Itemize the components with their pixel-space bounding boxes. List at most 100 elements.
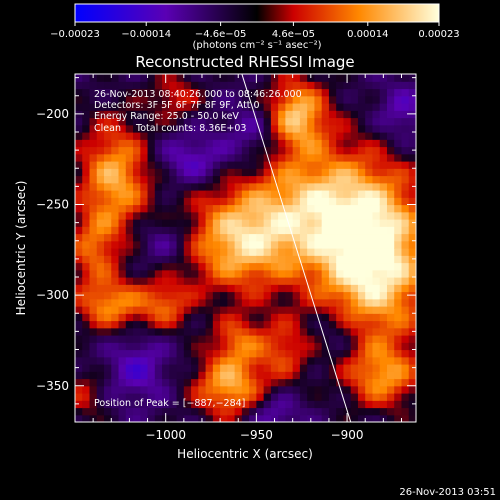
heatmap-cell	[285, 117, 294, 126]
heatmap-cell	[205, 117, 214, 126]
heatmap-cell	[234, 269, 243, 278]
heatmap-cell	[394, 356, 403, 365]
heatmap-cell	[220, 306, 228, 314]
heatmap-cell	[401, 233, 410, 242]
heatmap-cell	[169, 88, 178, 97]
heatmap-cell	[350, 313, 359, 322]
heatmap-cell	[89, 103, 98, 111]
heatmap-cell	[249, 219, 257, 227]
heatmap-cell	[104, 378, 112, 387]
heatmap-cell	[285, 393, 294, 401]
x-tick-label: −1000	[145, 428, 186, 442]
heatmap-cell	[314, 168, 323, 177]
heatmap-cell	[183, 168, 192, 177]
heatmap-cell	[162, 226, 170, 235]
heatmap-cell	[292, 197, 301, 206]
heatmap-cell	[336, 168, 345, 177]
heatmap-cell	[256, 327, 265, 336]
heatmap-cell	[140, 110, 149, 119]
heatmap-cell	[140, 306, 149, 314]
heatmap-cell	[205, 393, 214, 401]
heatmap-cell	[212, 139, 221, 148]
heatmap-cell	[401, 153, 410, 162]
heatmap-cell	[183, 349, 192, 358]
heatmap-cell	[111, 211, 120, 220]
heatmap-cell	[183, 182, 192, 191]
heatmap-cell	[89, 269, 98, 278]
heatmap-cell	[285, 95, 294, 104]
heatmap-cell	[256, 277, 265, 285]
heatmap-cell	[343, 146, 352, 155]
heatmap-cell	[249, 197, 257, 206]
heatmap-cell	[379, 284, 388, 293]
heatmap-cell	[321, 407, 330, 416]
heatmap-cell	[386, 81, 395, 90]
heatmap-cell	[191, 139, 199, 148]
heatmap-cell	[292, 327, 301, 336]
heatmap-cell	[263, 110, 272, 119]
heatmap-cell	[270, 117, 279, 126]
heatmap-cell	[365, 240, 374, 249]
heatmap-cell	[314, 371, 323, 380]
heatmap-cell	[227, 306, 236, 314]
heatmap-cell	[270, 248, 279, 256]
heatmap-cell	[278, 226, 287, 235]
heatmap-cell	[104, 153, 112, 162]
heatmap-cell	[314, 327, 323, 336]
heatmap-cell	[350, 335, 359, 343]
heatmap-cell	[191, 161, 199, 169]
heatmap-cell	[212, 335, 221, 343]
heatmap-cell	[147, 313, 156, 322]
heatmap-cell	[379, 393, 388, 401]
heatmap-cell	[321, 349, 330, 358]
heatmap-cell	[285, 407, 294, 416]
heatmap-cell	[336, 342, 345, 351]
heatmap-cell	[336, 211, 345, 220]
heatmap-cell	[343, 335, 352, 343]
heatmap-cell	[401, 356, 410, 365]
heatmap-cell	[278, 168, 287, 177]
heatmap-cell	[394, 393, 403, 401]
heatmap-cell	[89, 175, 98, 184]
heatmap-cell	[408, 298, 416, 307]
heatmap-cell	[111, 393, 120, 401]
heatmap-cell	[220, 175, 228, 184]
heatmap-cell	[89, 139, 98, 148]
heatmap-cell	[350, 117, 359, 126]
heatmap-cell	[292, 291, 301, 300]
heatmap-cell	[292, 139, 301, 148]
heatmap-cell	[263, 146, 272, 155]
heatmap-cell	[111, 371, 120, 380]
heatmap-cell	[154, 248, 163, 256]
heatmap-cell	[299, 291, 308, 300]
heatmap-cell	[379, 175, 388, 184]
heatmap-cell	[343, 182, 352, 191]
heatmap-cell	[147, 161, 156, 169]
heatmap-cell	[198, 298, 207, 307]
heatmap-cell	[292, 153, 301, 162]
heatmap-cell	[408, 262, 416, 271]
heatmap-cell	[241, 364, 250, 372]
heatmap-cell	[133, 190, 141, 198]
heatmap-cell	[104, 385, 112, 394]
heatmap-cell	[147, 291, 156, 300]
heatmap-cell	[212, 291, 221, 300]
heatmap-cell	[154, 88, 163, 97]
heatmap-cell	[147, 248, 156, 256]
heatmap-cell	[372, 161, 381, 169]
heatmap-cell	[386, 226, 395, 235]
heatmap-cell	[205, 146, 214, 155]
heatmap-cell	[118, 320, 127, 329]
heatmap-cell	[176, 161, 185, 169]
heatmap-cell	[133, 74, 141, 82]
heatmap-cell	[401, 124, 410, 133]
y-axis-label: Heliocentric Y (arcsec)	[14, 181, 28, 316]
heatmap-cell	[357, 146, 366, 155]
heatmap-cell	[285, 269, 294, 278]
heatmap-cell	[321, 211, 330, 220]
heatmap-cell	[386, 327, 395, 336]
heatmap-cell	[343, 139, 352, 148]
heatmap-cell	[220, 407, 228, 416]
heatmap-cell	[307, 168, 316, 177]
heatmap-cell	[111, 335, 120, 343]
